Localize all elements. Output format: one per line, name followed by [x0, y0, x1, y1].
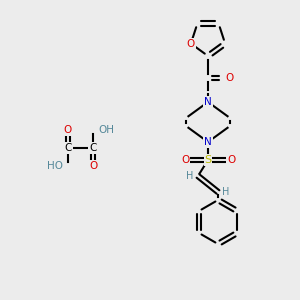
Text: O: O: [89, 161, 97, 171]
Text: C: C: [89, 143, 97, 153]
Text: C: C: [64, 143, 72, 153]
Text: O: O: [181, 155, 189, 165]
Text: HO: HO: [47, 161, 63, 171]
Text: N: N: [204, 97, 212, 107]
Text: O: O: [64, 125, 72, 135]
Text: H: H: [222, 187, 230, 197]
Text: O: O: [227, 155, 235, 165]
Text: N: N: [204, 137, 212, 147]
Text: O: O: [225, 73, 233, 83]
Text: O: O: [187, 39, 195, 49]
Text: OH: OH: [98, 125, 114, 135]
Text: H: H: [186, 171, 194, 181]
Text: S: S: [204, 155, 211, 165]
